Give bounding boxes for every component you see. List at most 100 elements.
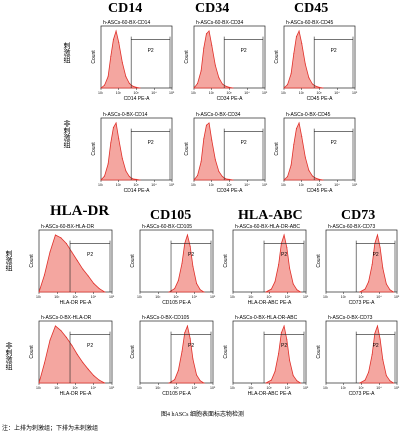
histogram-panel: h-ASCs-60-BX-CD73 P2 10¹ 10² 10³ 10⁴ 10⁵ CD73 P… xyxy=(315,222,401,308)
x-tick-label: 10² xyxy=(299,91,305,95)
histogram-point xyxy=(301,43,303,45)
histogram-point xyxy=(174,288,176,290)
histogram-point xyxy=(128,82,130,84)
histogram-panel: h-ASCs-0-BX-CD14 P2 10¹ 10² 10³ 10⁴ 10⁵ CD14 PE… xyxy=(90,110,176,196)
x-tick-label: 10¹ xyxy=(323,386,329,390)
histogram-point xyxy=(319,86,320,88)
x-tick-label: 10² xyxy=(209,183,215,187)
gate-label: P2 xyxy=(148,48,154,54)
x-tick-label: 10⁵ xyxy=(394,295,400,299)
histogram-point xyxy=(203,47,205,49)
histogram-point xyxy=(283,325,285,327)
histogram-area xyxy=(193,122,234,181)
histogram-point xyxy=(60,330,62,332)
plot-frame xyxy=(139,229,214,293)
x-tick-label: 10¹ xyxy=(281,183,287,187)
x-tick-label: 10² xyxy=(116,183,122,187)
gate-label: P2 xyxy=(331,48,337,54)
histogram-point xyxy=(218,77,220,79)
histogram-point xyxy=(287,176,289,178)
gate-label: P2 xyxy=(87,252,93,258)
histogram-point xyxy=(278,352,280,354)
histogram-point xyxy=(54,325,56,327)
x-axis-label: HLA-DR PE-A xyxy=(60,391,92,397)
histogram-point xyxy=(65,243,67,245)
histogram-panel: h-ASCs-0-BX-CD105 P2 10¹ 10² 10³ 10⁴ 10⁵ CD105 … xyxy=(129,313,217,399)
x-tick-label: 10¹ xyxy=(98,91,104,95)
histogram-panel: h-ASCs-0-BX-CD34 P2 10¹ 10² 10³ 10⁴ 10⁵ CD34 PE… xyxy=(183,110,269,196)
x-tick-label: 10⁵ xyxy=(352,91,358,95)
x-tick-label: 10³ xyxy=(317,183,323,187)
x-tick-label: 10⁵ xyxy=(262,91,268,95)
histogram-point xyxy=(168,382,170,384)
x-tick-label: 10³ xyxy=(267,386,273,390)
histogram-point xyxy=(128,176,130,178)
x-tick-label: 10⁵ xyxy=(109,386,115,390)
panel-title: h-ASCs-0-BX-HLA-DR xyxy=(41,315,92,321)
x-tick-label: 10³ xyxy=(227,91,233,95)
histogram-point xyxy=(118,41,120,43)
histogram-area xyxy=(38,325,105,384)
histogram-point xyxy=(214,64,216,66)
histogram-point xyxy=(229,86,230,88)
histogram-point xyxy=(293,53,295,55)
histogram-point xyxy=(181,262,183,264)
histogram-point xyxy=(315,177,317,179)
histogram-point xyxy=(298,122,300,124)
histogram-point xyxy=(359,382,361,384)
histogram-point xyxy=(76,353,78,355)
gate-label: P2 xyxy=(241,140,247,146)
histogram-point xyxy=(286,339,288,341)
histogram-panel: h-ASCs-0-BX-HLA-DR P2 10¹ 10² 10³ 10⁴ 10⁵ HLA-D… xyxy=(28,313,116,399)
marker-cd105: CD105 xyxy=(150,208,192,223)
histogram-point xyxy=(290,73,292,75)
histogram-point xyxy=(274,371,276,373)
x-tick-label: 10¹ xyxy=(137,295,143,299)
histogram-point xyxy=(87,275,89,277)
x-axis-label: CD73 PE-A xyxy=(349,300,376,306)
histogram-point xyxy=(221,176,223,178)
histogram-point xyxy=(392,382,394,384)
x-tick-label: 10¹ xyxy=(36,386,42,390)
plot-frame xyxy=(232,320,307,384)
histogram-point xyxy=(121,157,123,159)
histogram-panel: h-ASCs-0-BX-CD45 P2 10¹ 10² 10³ 10⁴ 10⁵ CD45 PE… xyxy=(273,110,359,196)
histogram-point xyxy=(107,76,109,78)
histogram-point xyxy=(371,353,373,355)
histogram-point xyxy=(290,164,292,166)
x-tick-label: 10³ xyxy=(73,295,79,299)
histogram-point xyxy=(364,288,366,290)
histogram-point xyxy=(199,289,201,291)
histogram-point xyxy=(315,85,317,87)
panel-title: h-ASCs-0-BX-CD73 xyxy=(328,315,373,321)
histogram-panel: h-ASCs-60-BX-HLA-DR P2 10¹ 10² 10³ 10⁴ 10⁵ HLA-… xyxy=(28,222,116,308)
x-tick-label: 10⁵ xyxy=(352,183,358,187)
histogram-point xyxy=(300,382,302,384)
x-tick-label: 10⁴ xyxy=(151,91,157,95)
histogram-point xyxy=(289,359,291,361)
row-label-top-1: 刺激组 xyxy=(63,42,71,63)
panel-title: h-ASCs-0-BX-HLA-DR-ABC xyxy=(235,315,298,321)
panel-title: h-ASCs-60-BX-CD105 xyxy=(142,224,192,230)
x-tick-label: 10³ xyxy=(317,91,323,95)
x-tick-label: 10⁴ xyxy=(376,386,382,390)
panel-title: h-ASCs-60-BX-HLA-DR xyxy=(41,224,94,230)
y-axis-label: Count xyxy=(184,142,190,156)
histogram-panel: h-ASCs-0-BX-CD73 P2 10¹ 10² 10³ 10⁴ 10⁵ CD73 PE… xyxy=(315,313,401,399)
histogram-point xyxy=(382,267,384,269)
gate-label: P2 xyxy=(331,140,337,146)
histogram-point xyxy=(98,288,100,290)
histogram-point xyxy=(225,178,227,180)
x-tick-label: 10⁴ xyxy=(244,91,250,95)
histogram-point xyxy=(379,338,381,340)
histogram-point xyxy=(322,179,324,181)
histogram-point xyxy=(376,325,378,327)
x-tick-label: 10³ xyxy=(174,295,180,299)
panel-title: h-ASCs-0-BX-CD34 xyxy=(196,112,241,118)
marker-hla-dr: HLA-DR xyxy=(50,203,110,219)
histogram-point xyxy=(82,361,84,363)
histogram-svg: h-ASCs-0-BX-CD73 P2 10¹ 10² 10³ 10⁴ 10⁵ CD73 PE… xyxy=(316,315,400,397)
x-tick-label: 10⁵ xyxy=(303,386,309,390)
histogram-point xyxy=(205,33,207,35)
x-tick-label: 10⁵ xyxy=(303,295,309,299)
